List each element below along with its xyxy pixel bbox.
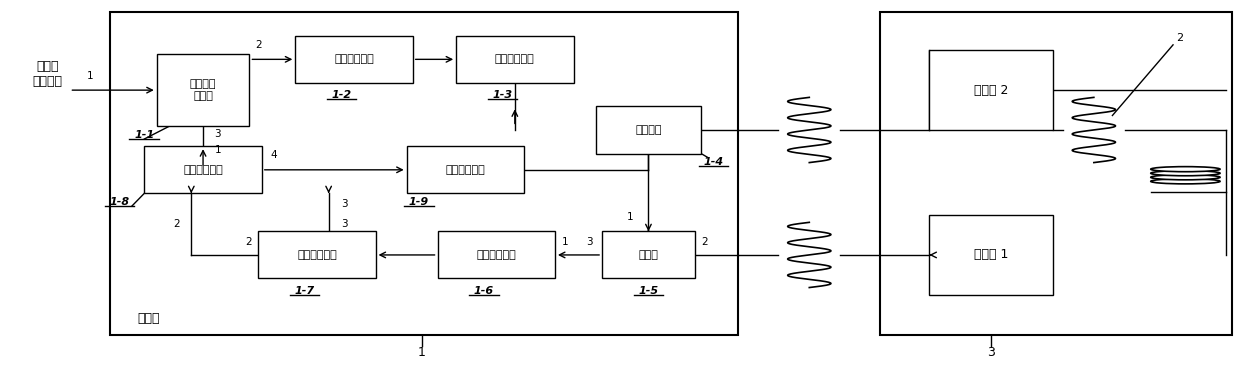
- Text: 光隔离器: 光隔离器: [635, 125, 662, 135]
- Bar: [156, 54, 249, 126]
- Text: 1: 1: [626, 212, 634, 222]
- Text: 第三信号变换: 第三信号变换: [184, 165, 223, 175]
- Ellipse shape: [1151, 175, 1220, 180]
- Text: 3: 3: [341, 219, 347, 229]
- Bar: [438, 231, 556, 278]
- Text: 1-8: 1-8: [109, 197, 130, 207]
- Text: 环形器: 环形器: [639, 250, 658, 260]
- Text: 2: 2: [246, 237, 252, 247]
- Text: 1-2: 1-2: [331, 90, 352, 100]
- Text: 1: 1: [87, 71, 94, 81]
- Bar: [929, 50, 1053, 130]
- Text: 2: 2: [701, 237, 708, 247]
- Text: 3: 3: [215, 128, 221, 139]
- Text: 接入端 2: 接入端 2: [973, 84, 1008, 97]
- Text: 第二信号变换: 第二信号变换: [298, 250, 337, 260]
- Text: 1-5: 1-5: [639, 286, 658, 296]
- Ellipse shape: [1151, 179, 1220, 184]
- Text: 4: 4: [270, 150, 278, 160]
- Text: 中心端: 中心端: [138, 312, 160, 325]
- Text: 3: 3: [987, 346, 996, 359]
- Text: 第二电光调制: 第二电光调制: [445, 165, 485, 175]
- Text: 1: 1: [418, 346, 427, 359]
- Text: 2: 2: [174, 219, 180, 229]
- Bar: [295, 36, 413, 83]
- Text: 3: 3: [341, 199, 347, 209]
- Text: 被传递
频率信号: 被传递 频率信号: [32, 60, 62, 88]
- Text: 第一光电接收: 第一光电接收: [476, 250, 516, 260]
- Text: 第一功率
分配器: 第一功率 分配器: [190, 79, 216, 101]
- Bar: [456, 36, 574, 83]
- Text: 2: 2: [255, 40, 263, 50]
- Bar: [603, 231, 694, 278]
- Bar: [880, 12, 1233, 335]
- Text: 1-1: 1-1: [134, 130, 154, 140]
- Text: 第一电光调制: 第一电光调制: [495, 54, 534, 64]
- Text: 接入端 1: 接入端 1: [973, 249, 1008, 261]
- Text: 1-3: 1-3: [492, 90, 512, 100]
- Bar: [596, 107, 701, 154]
- Ellipse shape: [1151, 171, 1220, 176]
- Bar: [144, 146, 262, 193]
- Text: 2: 2: [1176, 32, 1183, 43]
- Text: 1: 1: [215, 145, 221, 155]
- Text: 1-4: 1-4: [703, 157, 723, 167]
- Bar: [258, 231, 376, 278]
- Bar: [407, 146, 525, 193]
- Text: 1: 1: [562, 237, 568, 247]
- Bar: [929, 215, 1053, 295]
- Text: 1-6: 1-6: [474, 286, 494, 296]
- Text: 3: 3: [587, 237, 593, 247]
- Bar: [110, 12, 738, 335]
- Text: 第一信号变换: 第一信号变换: [334, 54, 374, 64]
- Text: 1-9: 1-9: [409, 197, 429, 207]
- Ellipse shape: [1151, 167, 1220, 172]
- Text: 1-7: 1-7: [294, 286, 315, 296]
